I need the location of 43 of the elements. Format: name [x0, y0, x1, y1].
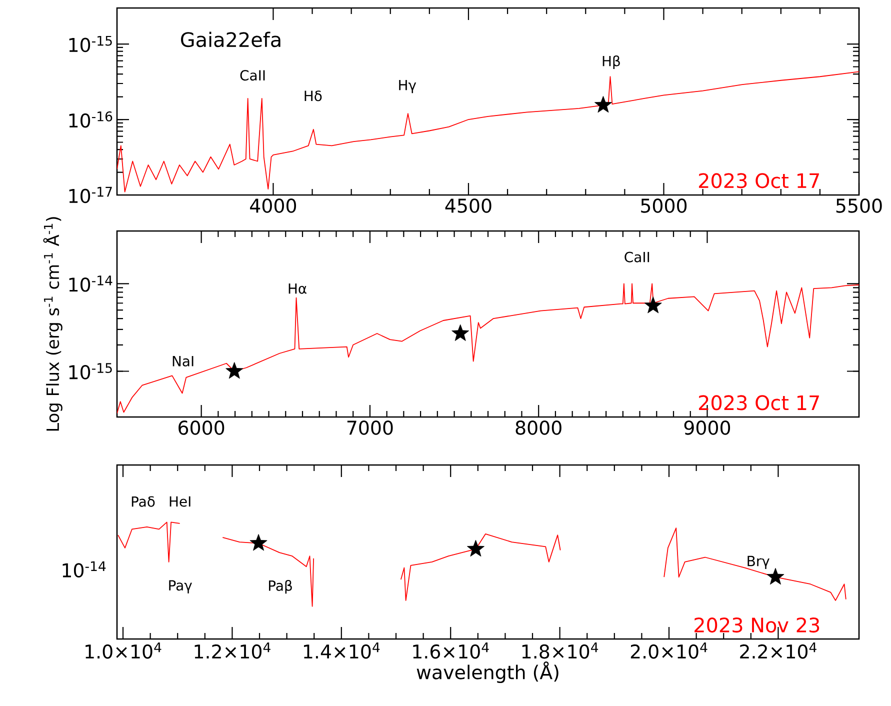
x-tick-label: 1.0×10$^{4}$ — [86, 642, 162, 659]
annotation: Hγ — [399, 80, 416, 94]
point — [644, 296, 662, 314]
x-tick-label: 8000 — [516, 420, 562, 435]
y-tick-label: 10$^{-15}$ — [69, 36, 112, 52]
annotation: CaII — [624, 252, 650, 262]
x-axis-title: wavelength (Å) — [416, 662, 558, 684]
annotation: Brγ — [748, 556, 770, 569]
x-tick-label: 4500 — [445, 198, 492, 213]
y-tick-label: 10$^{-14}$ — [69, 276, 112, 292]
x-tick-label: 2.0×10$^{4}$ — [630, 642, 708, 659]
x-tick-label: 7000 — [347, 420, 393, 435]
x-tick-label: 1.8×10$^{4}$ — [522, 642, 598, 659]
annotation: 2023 Oct 17 — [698, 395, 819, 410]
point — [452, 324, 470, 341]
annotation: Hβ — [602, 55, 620, 70]
x-tick-label: 1.6×10$^{4}$ — [413, 642, 489, 659]
x-tick-label: 4000 — [250, 198, 296, 213]
y-tick-label: 10$^{-15}$ — [69, 363, 112, 380]
x-tick-label: 1.4×10$^{4}$ — [304, 642, 380, 659]
point — [226, 362, 244, 379]
line-series — [117, 71, 860, 192]
text: HeI — [170, 496, 190, 507]
text: Gaia22efa — [181, 32, 280, 48]
x-tick-label: 1.2×10$^{4}$ — [194, 642, 270, 659]
annotation: 2023 Nov 23 — [694, 618, 820, 633]
x-tick-label: 5500 — [836, 198, 882, 213]
annotation: Paγ — [169, 580, 192, 594]
annotation: 2023 Oct 17 — [698, 173, 819, 188]
annotation: Hα — [288, 283, 306, 294]
annotation: NaI — [172, 356, 194, 366]
x-tick-label: 9000 — [684, 420, 730, 435]
y-tick-label: 10$^{-16}$ — [69, 111, 112, 128]
y-axis-title: Log Flux (erg s$^{-1}$ cm$^{-1}$ Å$^{-1}$) — [43, 217, 62, 431]
annotation: Hδ — [304, 90, 322, 102]
x-tick-label: 6000 — [178, 420, 224, 435]
annotation: CaII — [240, 70, 265, 81]
text: Paδ — [132, 496, 155, 507]
x-tick-label: 5000 — [641, 198, 687, 213]
annotation: Paβ — [269, 580, 292, 594]
line-series — [117, 283, 860, 414]
y-tick-label: 10$^{-17}$ — [69, 186, 112, 204]
x-tick-label: 2.2×10$^{4}$ — [740, 642, 816, 659]
